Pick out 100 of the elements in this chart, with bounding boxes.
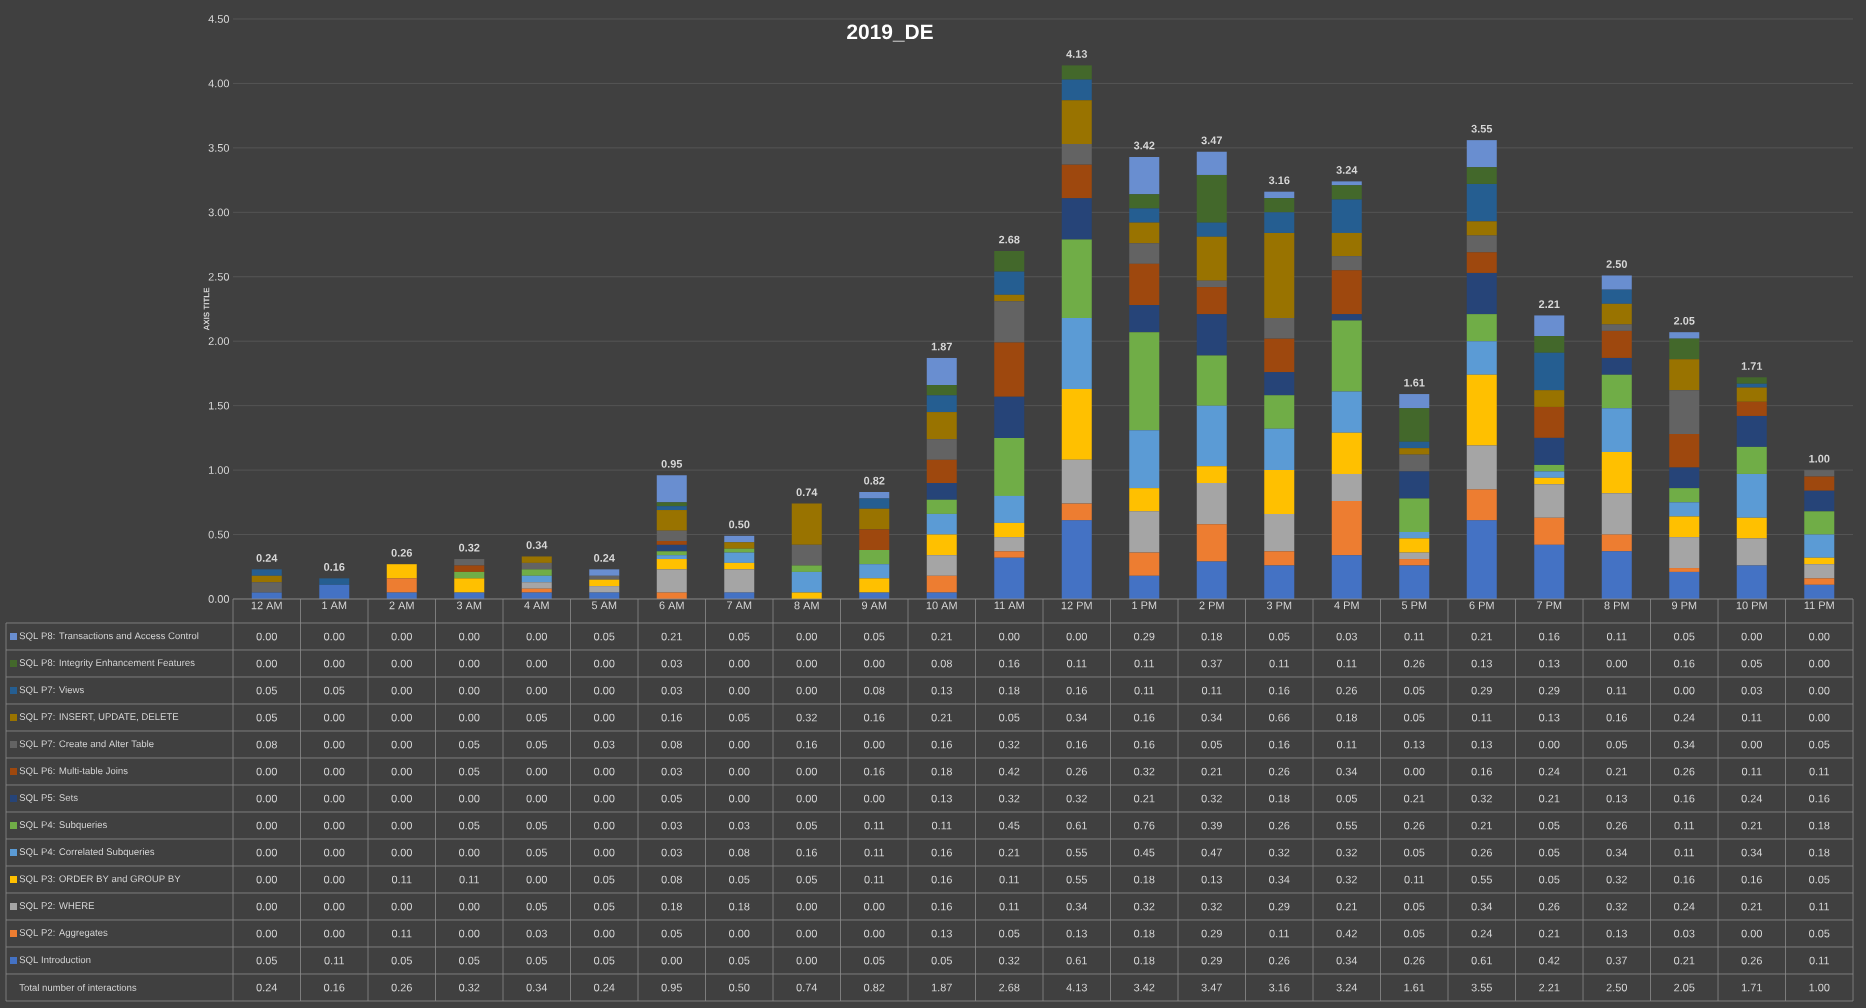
bar — [1466, 183, 1497, 222]
total-label: 1.71 — [1741, 362, 1763, 370]
total-label: 3.47 — [1201, 136, 1222, 145]
data-label: 0.00 — [796, 686, 817, 695]
total-label: 3.55 — [1471, 124, 1493, 133]
text: 0.16 — [324, 983, 345, 992]
x-tick-label: 3 AM — [456, 601, 482, 610]
data-label: 0.11 — [999, 902, 1019, 911]
text: 2.68 — [999, 983, 1020, 992]
bar — [1669, 467, 1700, 489]
data-label: 0.05 — [256, 686, 277, 695]
data-label: 0.05 — [526, 848, 547, 857]
data-label: 0.26 — [1269, 956, 1290, 965]
data-label: 0.16 — [1674, 875, 1695, 884]
bar — [1061, 144, 1092, 165]
data-label: 0.13 — [1606, 929, 1627, 938]
data-label: 0.00 — [594, 767, 615, 776]
bar — [1061, 459, 1092, 504]
legend-label: SQL P4: Subqueries — [19, 821, 107, 830]
bar — [656, 540, 687, 545]
data-label: 0.16 — [1471, 767, 1492, 776]
bar — [724, 542, 755, 549]
data-label: 0.00 — [526, 632, 547, 641]
data-label: 0.05 — [1674, 632, 1695, 641]
y-tick-label: 3.00 — [208, 208, 230, 217]
data-label: 0.13 — [1404, 740, 1425, 749]
data-label: 0.21 — [1606, 767, 1627, 776]
data-label: 0.11 — [1674, 821, 1694, 830]
data-label: 0.05 — [1539, 821, 1560, 830]
bar — [1736, 387, 1767, 402]
bar — [1196, 405, 1227, 467]
text: 3.55 — [1471, 983, 1492, 992]
bar — [1804, 511, 1835, 535]
data-label: 0.18 — [1201, 632, 1222, 641]
bar — [656, 506, 687, 511]
y-tick-label: 1.50 — [208, 401, 230, 410]
bar — [1669, 338, 1700, 360]
bar — [1804, 564, 1835, 579]
bar — [724, 552, 755, 563]
x-tick-label: 8 PM — [1604, 601, 1629, 610]
data-label: 0.00 — [526, 875, 547, 884]
data-label: 0.00 — [459, 686, 480, 695]
bar — [1534, 390, 1565, 407]
bar — [1669, 571, 1700, 599]
data-label: 0.00 — [796, 929, 817, 938]
bar — [926, 357, 957, 386]
bar — [1736, 377, 1767, 384]
data-label: 0.16 — [796, 848, 817, 857]
bar — [1399, 454, 1430, 472]
y-tick-label: 0.50 — [208, 530, 230, 539]
data-label: 0.26 — [1471, 848, 1492, 857]
data-label: 0.05 — [1336, 794, 1357, 803]
bar — [1061, 520, 1092, 599]
data-label: 0.42 — [999, 767, 1020, 776]
data-label: 0.18 — [1134, 929, 1155, 938]
bar — [1129, 208, 1160, 223]
data-label: 0.05 — [459, 740, 480, 749]
data-label: 0.00 — [661, 956, 682, 965]
data-label: 0.05 — [1809, 875, 1830, 884]
bar — [1736, 446, 1767, 474]
bar — [1399, 531, 1430, 539]
data-label: 0.05 — [1404, 848, 1425, 857]
data-label: 0.13 — [1539, 713, 1560, 722]
data-label: 0.34 — [1606, 848, 1628, 857]
data-label: 0.32 — [1134, 902, 1155, 911]
data-label: 0.05 — [1404, 929, 1425, 938]
data-label: 0.21 — [1471, 632, 1492, 641]
bar — [859, 492, 890, 499]
data-label: 0.16 — [1269, 740, 1290, 749]
total-label: 0.32 — [459, 543, 480, 552]
bar — [1399, 552, 1430, 560]
data-label: 0.16 — [931, 740, 952, 749]
data-label: 0.00 — [796, 956, 817, 965]
data-label: 0.08 — [729, 848, 750, 857]
data-label: 0.13 — [1471, 659, 1492, 668]
data-label: 0.05 — [1404, 902, 1425, 911]
data-label: 0.32 — [999, 956, 1020, 965]
data-label: 0.34 — [1066, 713, 1088, 722]
bar — [656, 502, 687, 507]
data-label: 0.00 — [729, 767, 750, 776]
data-label: 0.05 — [526, 956, 547, 965]
total-label: 0.34 — [526, 541, 548, 549]
data-label: 0.00 — [459, 848, 480, 857]
data-label: 0.24 — [1539, 767, 1560, 776]
bar — [1061, 318, 1092, 389]
data-label: 0.00 — [459, 929, 480, 938]
data-label: 0.05 — [1539, 848, 1560, 857]
bar — [1061, 198, 1092, 240]
bar — [1399, 394, 1430, 409]
x-tick-label: 10 PM — [1736, 601, 1767, 610]
data-label: 0.16 — [1066, 686, 1087, 695]
data-label: 0.37 — [1201, 659, 1222, 668]
data-label: 0.16 — [1674, 794, 1695, 803]
data-label: 0.11 — [1674, 848, 1694, 857]
bar — [1736, 415, 1767, 447]
data-label: 0.26 — [1539, 902, 1560, 911]
data-label: 0.05 — [864, 956, 885, 965]
data-label: 0.21 — [999, 848, 1020, 857]
data-label: 0.05 — [1809, 740, 1830, 749]
bar — [521, 582, 552, 589]
